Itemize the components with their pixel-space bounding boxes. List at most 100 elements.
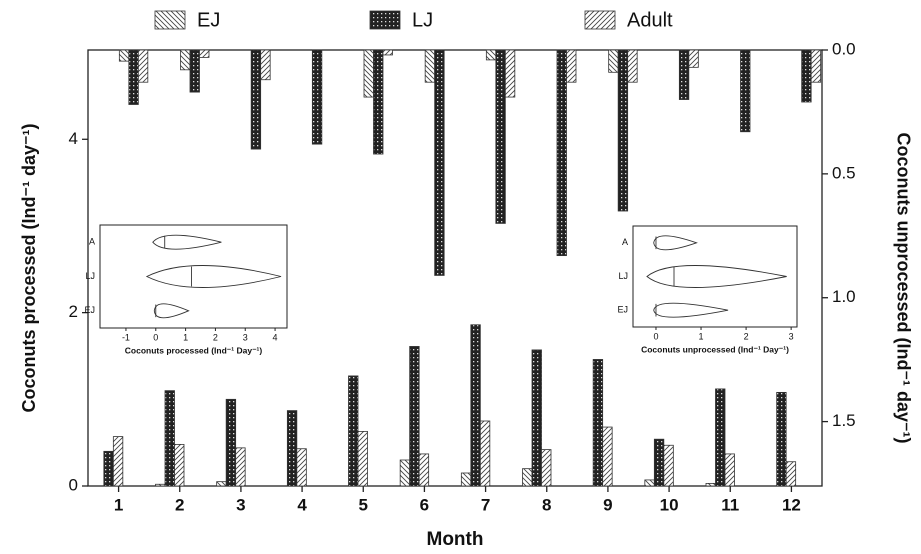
bar — [235, 447, 246, 487]
x-tick-label: 5 — [359, 495, 368, 514]
y2-tick-label: 0.5 — [832, 163, 856, 182]
inset-y-label: LJ — [85, 271, 95, 281]
bar — [617, 49, 629, 212]
inset-x-tick-label: 0 — [153, 332, 158, 342]
inset-x-tick-label: 3 — [243, 332, 248, 342]
bar — [801, 49, 812, 103]
bar — [118, 49, 130, 62]
bar — [348, 375, 359, 487]
x-tick-label: 11 — [721, 495, 739, 514]
bar — [155, 483, 166, 487]
bar — [705, 482, 716, 487]
inset-x-tick-label: -1 — [122, 332, 130, 342]
bar — [296, 448, 307, 487]
inset-x-tick-label: 0 — [653, 331, 658, 341]
y2-tick-label: 0.0 — [832, 39, 856, 58]
bar — [479, 420, 491, 487]
bar — [311, 49, 323, 145]
bar — [216, 481, 227, 487]
y2-tick-label: 1.0 — [832, 287, 856, 306]
x-tick-label: 6 — [420, 495, 429, 514]
inset-x-tick-label: 1 — [183, 332, 188, 342]
bar — [382, 49, 393, 56]
inset-y-label: A — [622, 237, 628, 247]
bar — [199, 49, 210, 58]
x-tick-label: 4 — [297, 495, 307, 514]
bar — [785, 461, 797, 487]
bar — [592, 359, 604, 487]
bar — [357, 430, 368, 487]
x-tick-label: 7 — [481, 495, 490, 514]
bar — [627, 49, 638, 83]
violin — [153, 303, 190, 319]
legend-label: Adult — [627, 9, 673, 31]
bar — [688, 49, 699, 68]
bar — [504, 49, 516, 98]
y-tick-label: 0 — [69, 475, 78, 494]
inset-y-label: LJ — [618, 271, 628, 281]
legend-swatch — [369, 10, 401, 30]
bar — [137, 49, 149, 83]
bar — [418, 453, 430, 487]
inset-x-tick-label: 2 — [744, 331, 749, 341]
legend-label: EJ — [197, 9, 220, 31]
inset-x-tick-label: 1 — [699, 331, 704, 341]
violin — [653, 302, 729, 318]
inset-x-label: Coconuts processed (Ind⁻¹ Day⁻¹) — [125, 345, 263, 355]
y2-axis-label: Coconuts unprocessed (Ind⁻¹ day⁻¹) — [893, 132, 913, 443]
y-tick-label: 2 — [69, 302, 78, 321]
bar — [495, 49, 506, 224]
bar — [776, 391, 787, 487]
bar — [470, 324, 481, 487]
bar — [740, 49, 751, 133]
y-tick-label: 4 — [69, 129, 78, 148]
bar — [189, 49, 200, 93]
bar — [653, 438, 665, 487]
x-tick-label: 2 — [175, 495, 184, 514]
bar — [810, 49, 822, 83]
bar — [724, 453, 735, 487]
bar — [608, 49, 619, 73]
inset-frame — [632, 225, 798, 328]
bar — [566, 49, 577, 83]
bar — [522, 468, 533, 487]
violin — [653, 235, 698, 251]
bar — [363, 49, 374, 98]
inset-frame — [99, 224, 288, 329]
bar — [225, 398, 237, 487]
bar — [112, 436, 124, 487]
legend-swatch — [584, 10, 616, 30]
bar — [541, 449, 552, 487]
y2-tick-label: 1.5 — [832, 411, 856, 430]
bar — [644, 479, 655, 487]
bar — [128, 49, 139, 105]
bar — [663, 444, 674, 487]
bar — [715, 388, 726, 487]
x-tick-label: 8 — [542, 495, 551, 514]
inset-x-tick-label: 3 — [789, 331, 794, 341]
x-tick-label: 10 — [660, 495, 679, 514]
violin — [646, 265, 787, 288]
inset-x-tick-label: 4 — [273, 332, 278, 342]
legend-label: LJ — [412, 9, 433, 31]
inset-x-tick-label: 2 — [213, 332, 218, 342]
bar — [531, 349, 542, 487]
bar — [260, 49, 271, 81]
bar — [460, 472, 472, 487]
inset-y-label: EJ — [617, 305, 628, 315]
legend-swatch — [154, 10, 186, 30]
plot-frame — [87, 49, 823, 487]
bar — [250, 49, 262, 150]
bar — [434, 49, 445, 276]
bar — [103, 450, 114, 487]
bar — [180, 49, 191, 71]
violin — [145, 265, 282, 288]
inset-y-label: EJ — [84, 305, 95, 315]
bar — [373, 49, 384, 155]
x-tick-label: 9 — [603, 495, 612, 514]
x-tick-label: 12 — [782, 495, 801, 514]
bar — [602, 426, 613, 487]
bar — [399, 459, 411, 487]
bar — [286, 410, 298, 487]
